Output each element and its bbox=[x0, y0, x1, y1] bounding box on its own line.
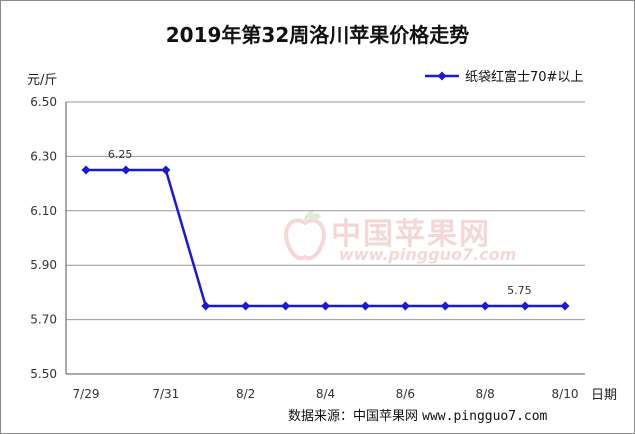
series-group bbox=[81, 165, 570, 311]
data-label: 5.75 bbox=[507, 284, 532, 297]
grid-lines bbox=[66, 101, 585, 375]
y-axis-unit-label: 元/斤 bbox=[27, 73, 58, 88]
x-axis-label: 日期 bbox=[591, 388, 618, 403]
data-point bbox=[360, 301, 370, 311]
data-point bbox=[321, 301, 330, 311]
legend-marker bbox=[437, 71, 447, 81]
data-point bbox=[201, 301, 211, 311]
data-point bbox=[440, 301, 450, 311]
data-point bbox=[81, 165, 91, 175]
y-tick-label: 5.90 bbox=[30, 258, 57, 272]
x-tick-label: 8/2 bbox=[236, 387, 255, 401]
data-point bbox=[560, 301, 570, 311]
data-source-label: 数据来源：中国苹果网 bbox=[288, 409, 419, 424]
chart-title: 2019年第32周洛川苹果价格走势 bbox=[165, 23, 470, 47]
series-line bbox=[86, 168, 565, 308]
y-tick-label: 5.50 bbox=[30, 367, 57, 381]
data-point bbox=[121, 165, 131, 175]
data-point bbox=[400, 301, 410, 311]
x-tick-label: 7/29 bbox=[73, 387, 100, 401]
x-tick-label: 8/4 bbox=[316, 387, 335, 401]
data-labels: 6.25 5.75 bbox=[108, 148, 532, 297]
axes bbox=[65, 102, 585, 375]
data-source-url: www.pingguo7.com bbox=[422, 409, 548, 424]
legend-entry: 纸袋红富士70#以上 bbox=[465, 69, 583, 85]
data-point bbox=[520, 301, 530, 311]
x-tick-label: 8/6 bbox=[396, 387, 415, 401]
data-point bbox=[161, 165, 171, 175]
x-tick-label: 8/10 bbox=[552, 387, 579, 401]
legend: 纸袋红富士70#以上 bbox=[425, 69, 583, 85]
x-tick-labels: 7/29 7/31 8/2 8/4 8/6 8/8 8/10 bbox=[73, 387, 579, 401]
y-tick-label: 5.70 bbox=[30, 313, 57, 327]
data-source: 数据来源：中国苹果网 www.pingguo7.com bbox=[288, 405, 547, 424]
x-tick-label: 7/31 bbox=[152, 387, 179, 401]
x-tick-label: 8/8 bbox=[476, 387, 495, 401]
data-label: 6.25 bbox=[108, 148, 132, 161]
y-tick-label: 6.10 bbox=[30, 204, 57, 218]
data-point bbox=[281, 301, 291, 311]
data-point bbox=[480, 301, 490, 311]
y-tick-labels: 6.50 6.30 6.10 5.90 5.70 5.50 bbox=[30, 95, 57, 381]
y-tick-label: 6.50 bbox=[30, 95, 57, 109]
y-tick-label: 6.30 bbox=[30, 149, 57, 163]
data-point bbox=[241, 301, 251, 311]
